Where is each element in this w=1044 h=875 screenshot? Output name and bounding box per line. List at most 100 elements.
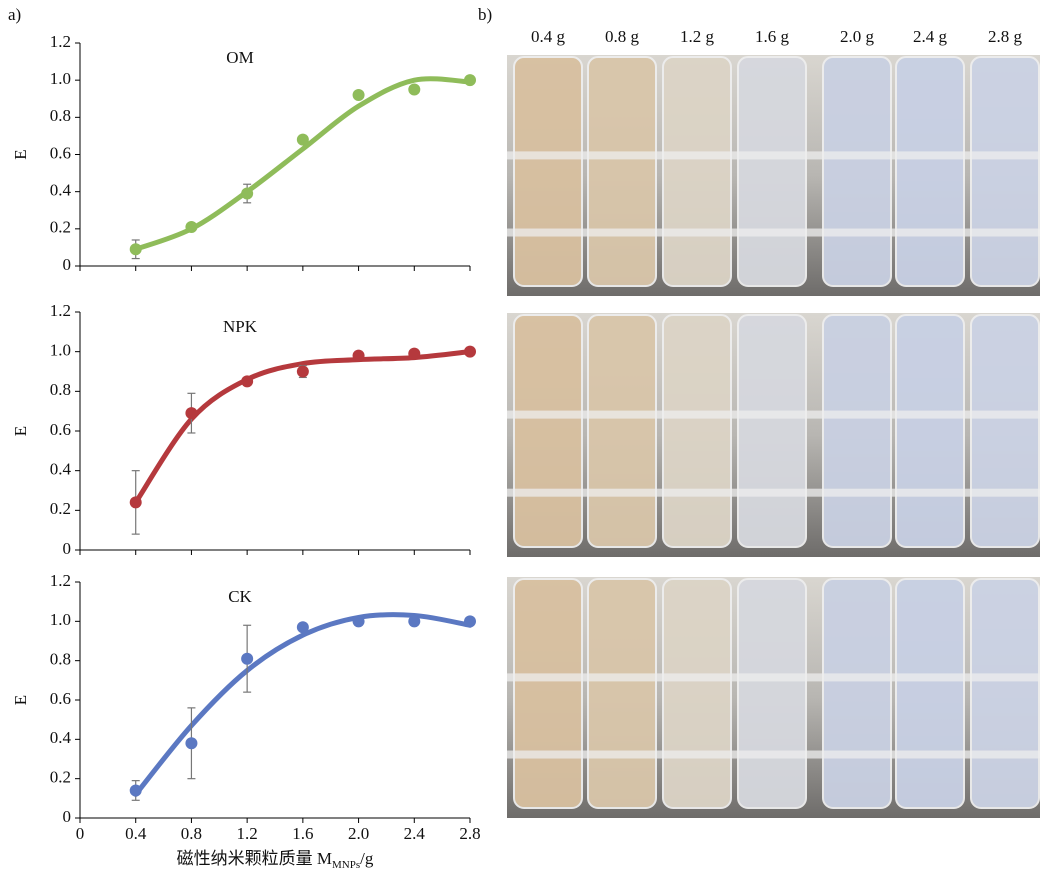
y-tick-label: 0 [63,539,72,558]
tube [513,578,583,809]
data-point [185,737,198,750]
y-tick-label: 1.0 [50,341,71,360]
data-point [352,349,365,362]
rack-bar [507,410,1040,419]
data-point [296,365,309,378]
tube [737,56,807,287]
rack-bar [507,151,1040,160]
y-tick-label: 0.6 [50,420,71,439]
x-tick-label: 2.0 [348,824,369,843]
y-tick-label: 0.8 [50,106,71,125]
y-tick-label: 0.4 [50,728,72,747]
photo-label: 0.8 g [605,27,640,46]
data-point [464,345,476,358]
photo-label: 1.6 g [755,27,790,46]
y-tick-label: 0.2 [50,768,71,787]
tube [513,56,583,287]
tube [970,314,1040,548]
tube [587,314,657,548]
x-axis-label: 磁性纳米颗粒质量 MMNPs/g [177,849,374,871]
photo [507,55,1040,818]
data-point [464,615,476,628]
y-tick-label: 0.4 [50,181,72,200]
data-point [408,83,421,96]
y-tick-label: 1.0 [50,69,71,88]
y-tick-label: 0 [63,807,72,826]
y-tick-label: 1.0 [50,610,71,629]
y-tick-label: 0.6 [50,143,71,162]
data-point [296,621,309,634]
rack-bar [507,488,1040,497]
tube [587,56,657,287]
y-tick-label: 0 [63,255,72,274]
data-point [352,615,365,628]
x-axis-label-part: /g [360,849,374,868]
x-tick-label: 2.4 [404,824,426,843]
tube [895,314,965,548]
x-tick-label: 0.4 [125,824,147,843]
photo-label: 1.2 g [680,27,715,46]
tube [662,314,732,548]
tube [970,578,1040,809]
y-axis-label: E [11,426,30,436]
y-tick-label: 0.4 [50,460,72,479]
y-tick-label: 1.2 [50,301,71,320]
x-axis-label-part: 磁性纳米颗粒质量 M [177,849,332,868]
x-axis-label-part: MNPs [332,859,360,871]
data-point [241,652,254,665]
photo-label: 0.4 g [531,27,566,46]
tube [587,578,657,809]
data-point [129,496,142,509]
data-point [129,784,142,797]
chart-title: CK [228,587,252,606]
y-tick-label: 0.6 [50,689,71,708]
data-point [185,407,198,420]
y-axis-label: E [11,695,30,705]
tube [895,578,965,809]
chart-title: OM [226,48,253,67]
panel-label: a) [8,5,21,24]
data-point [129,243,142,256]
x-tick-label: 0.8 [181,824,202,843]
tube [737,314,807,548]
photo-label: 2.0 g [840,27,875,46]
tube [970,56,1040,287]
chart-title: NPK [223,317,258,336]
tube [822,578,892,809]
data-point [185,220,198,233]
x-tick-label: 1.2 [237,824,258,843]
fit-curve [133,612,473,797]
data-point [408,347,421,360]
y-axis-label: E [11,149,30,159]
data-point [296,133,309,146]
data-point [241,187,254,200]
photo-label: 2.4 g [913,27,948,46]
x-tick-label: 1.6 [292,824,313,843]
tube [662,56,732,287]
y-tick-label: 0.2 [50,218,71,237]
fit-curve [133,76,473,252]
y-tick-label: 1.2 [50,571,71,590]
panel-label: b) [478,5,492,24]
x-tick-label: 2.8 [459,824,480,843]
y-tick-label: 0.8 [50,380,71,399]
rack-bar [507,228,1040,237]
x-tick-label: 0 [76,824,85,843]
rack-bar [507,750,1040,759]
y-tick-label: 1.2 [50,32,71,51]
data-point [352,89,365,102]
tube [822,314,892,548]
tube [737,578,807,809]
y-tick-label: 0.8 [50,650,71,669]
y-tick-label: 0.2 [50,499,71,518]
tube [895,56,965,287]
photo-label: 2.8 g [988,27,1023,46]
data-point [464,74,476,87]
rack-bar [507,673,1040,682]
data-point [241,375,254,388]
tube [662,578,732,809]
tube [513,314,583,548]
tube [822,56,892,287]
data-point [408,615,421,628]
